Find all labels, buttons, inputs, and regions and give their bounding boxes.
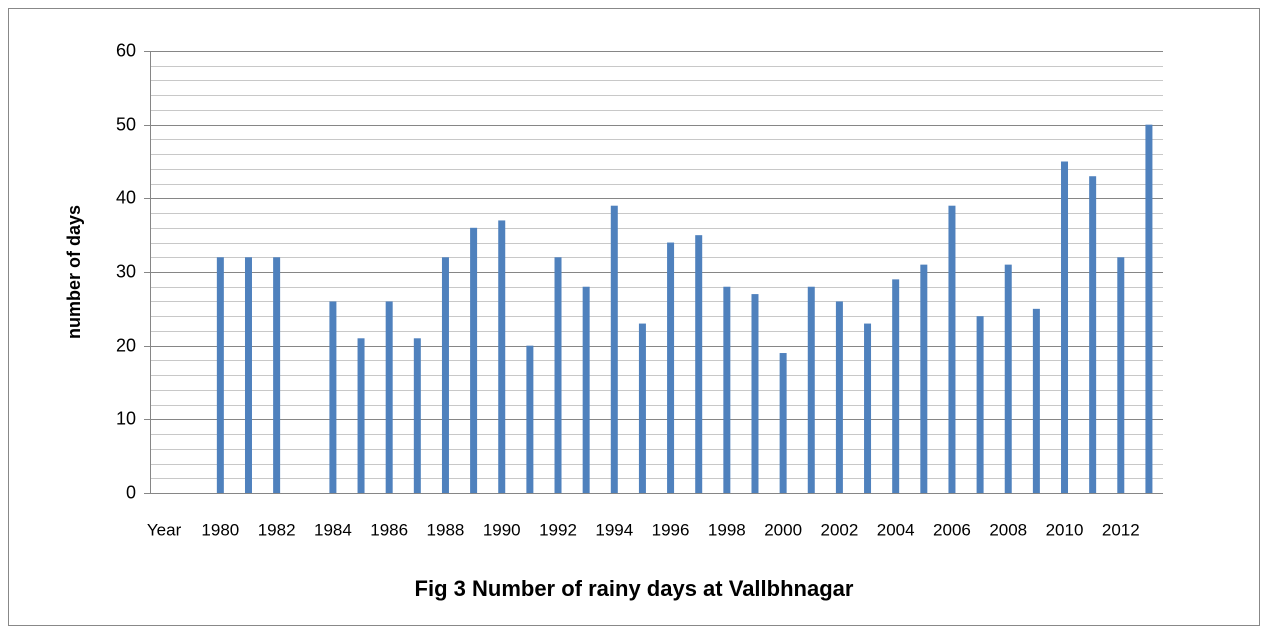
x-tick-label: 1982 — [258, 520, 296, 539]
bar — [610, 205, 618, 493]
x-tick-label: 1988 — [427, 520, 465, 539]
bar — [807, 286, 815, 493]
bar — [1032, 308, 1040, 493]
bar — [273, 257, 281, 493]
bar — [1145, 124, 1153, 494]
bar — [779, 353, 787, 493]
bar — [638, 323, 646, 493]
y-tick-label: 40 — [116, 187, 136, 207]
bar — [948, 205, 956, 493]
bar — [1117, 257, 1125, 493]
x-tick-label: 1984 — [314, 520, 352, 539]
bar — [413, 338, 421, 493]
bar — [554, 257, 562, 493]
bar — [835, 301, 843, 493]
y-tick-label: 30 — [116, 261, 136, 281]
x-tick-label: 1980 — [201, 520, 239, 539]
y-tick-label: 10 — [116, 408, 136, 428]
bar — [920, 264, 928, 493]
bar — [244, 257, 252, 493]
bar — [1089, 176, 1097, 493]
x-tick-label: 1986 — [370, 520, 408, 539]
x-tick-label: 2012 — [1102, 520, 1140, 539]
chart-title: Fig 3 Number of rainy days at Vallbhnaga… — [415, 576, 854, 601]
bar — [892, 279, 900, 493]
bar — [582, 286, 590, 493]
x-tick-label: 2010 — [1046, 520, 1084, 539]
x-tick-label: 1998 — [708, 520, 746, 539]
x-tick-label: 2000 — [764, 520, 802, 539]
bar — [216, 257, 224, 493]
x-tick-label: 2002 — [820, 520, 858, 539]
bar — [695, 235, 703, 493]
bar — [329, 301, 337, 493]
x-tick-label: 2008 — [989, 520, 1027, 539]
bar — [526, 345, 534, 493]
x-tick-label: 1994 — [595, 520, 633, 539]
y-tick-label: 50 — [116, 114, 136, 134]
bar — [751, 294, 759, 493]
x-tick-label: 1992 — [539, 520, 577, 539]
bar — [864, 323, 872, 493]
bar — [1004, 264, 1012, 493]
bar — [385, 301, 393, 493]
y-tick-label: 0 — [126, 482, 136, 502]
bar — [470, 227, 478, 494]
y-tick-label: 60 — [116, 40, 136, 60]
x-tick-label: 1990 — [483, 520, 521, 539]
bar — [498, 220, 506, 493]
y-tick-label: 20 — [116, 335, 136, 355]
x-tick-label: 2006 — [933, 520, 971, 539]
bar — [1061, 161, 1069, 493]
y-axis-label: number of days — [64, 205, 84, 339]
bar — [723, 286, 731, 493]
bar — [667, 242, 675, 493]
bar — [441, 257, 449, 493]
x-tick-label: 2004 — [877, 520, 915, 539]
bar — [976, 316, 984, 493]
x-tick-label: 1996 — [652, 520, 690, 539]
bar — [357, 338, 365, 493]
x-tick-label: Year — [147, 520, 182, 539]
